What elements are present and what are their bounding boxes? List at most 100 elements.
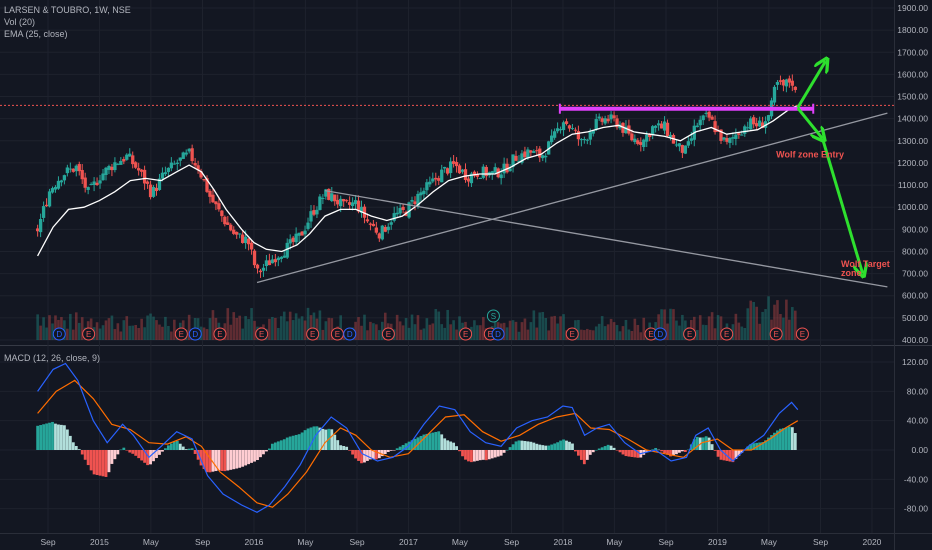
macd-histogram-bar: [60, 424, 63, 450]
macd-histogram-bar: [663, 450, 666, 454]
volume-bar: [66, 328, 69, 340]
volume-bar: [746, 308, 750, 340]
volume-indicator-label[interactable]: Vol (20): [4, 17, 36, 27]
earnings-marker-label: E: [310, 330, 315, 339]
volume-bar: [698, 315, 702, 340]
volume-bar: [381, 321, 384, 340]
time-tick-label: Sep: [349, 537, 364, 547]
candle-body: [98, 180, 102, 184]
candle-body: [190, 148, 194, 162]
time-tick-label: 2020: [862, 537, 881, 547]
macd-histogram-bar: [761, 442, 765, 450]
price-tick-label: 700.00: [902, 269, 928, 279]
candle-body: [68, 168, 72, 170]
candle-body: [395, 212, 399, 215]
candle-body: [740, 134, 744, 136]
macd-legend: MACD (12, 26, close, 9): [4, 352, 100, 364]
volume-bar: [155, 320, 158, 340]
candle-body: [781, 79, 786, 86]
volume-bar: [110, 315, 114, 340]
volume-bar: [98, 328, 102, 340]
time-tick-label: 2017: [399, 537, 418, 547]
time-axis: Sep 2015 May Sep 2016 May Sep 2017 May Sep 2018 May…: [40, 537, 881, 547]
macd-histogram-bar: [324, 429, 328, 450]
macd-histogram-bar: [672, 450, 675, 456]
macd-histogram-bar: [532, 442, 536, 450]
price-tick-label: 1200.00: [897, 158, 928, 168]
candle-body: [573, 129, 578, 131]
volume-bar: [675, 320, 678, 340]
ema-indicator-label[interactable]: EMA (25, close): [4, 29, 68, 39]
candle-body: [728, 137, 732, 143]
candle-body: [131, 155, 135, 165]
projection-arrow: [796, 61, 826, 109]
macd-histogram-bar: [678, 450, 681, 453]
volume-bar: [378, 330, 381, 340]
candle-body: [365, 219, 370, 222]
macd-histogram-bar: [202, 450, 206, 469]
candle-body: [83, 177, 87, 188]
earnings-marker-label: E: [463, 330, 468, 339]
volume-bar: [556, 323, 559, 340]
candle-body: [258, 270, 263, 273]
candle-body: [50, 188, 55, 193]
price-tick-label: 1500.00: [897, 92, 928, 102]
volume-bar: [642, 317, 646, 340]
macd-histogram-bar: [669, 450, 672, 457]
volume-bar: [594, 326, 598, 340]
price-tick-label: 1400.00: [897, 114, 928, 124]
time-tick-label: Sep: [813, 537, 828, 547]
volume-bar: [161, 326, 164, 340]
macd-indicator-label[interactable]: MACD (12, 26, close, 9): [4, 353, 101, 363]
volume-bar: [300, 316, 304, 340]
candle-body: [410, 200, 414, 202]
volume-bar: [250, 308, 253, 340]
candle-body: [389, 222, 393, 225]
candle-body: [478, 177, 483, 179]
volume-bar: [606, 324, 610, 340]
candle-body: [163, 172, 168, 175]
candle-body: [535, 150, 539, 152]
macd-histogram-bar: [86, 450, 90, 466]
macd-histogram-bar: [232, 450, 236, 470]
candle-body: [422, 190, 426, 195]
volume-bar: [541, 311, 545, 340]
candle-body: [407, 202, 411, 218]
symbol-title[interactable]: LARSEN & TOUBRO, 1W, NSE: [4, 5, 131, 15]
macd-histogram-bar: [749, 444, 753, 450]
candle-body: [321, 197, 325, 199]
candle-body: [104, 167, 108, 176]
volume-bar: [627, 329, 631, 340]
macd-histogram-bar: [39, 425, 43, 450]
target-annotation-line2: zone: [841, 268, 862, 278]
macd-histogram-bar: [107, 450, 111, 473]
macd-axis: -80.00 -40.00 0.00 40.00 80.00 120.00: [902, 357, 928, 514]
volume-bar: [508, 320, 512, 340]
volume-bar: [125, 316, 129, 340]
volume-bar: [303, 320, 307, 340]
candle-body: [350, 202, 355, 207]
candle-body: [246, 238, 251, 245]
candle-body: [187, 148, 191, 152]
volume-bar: [74, 312, 78, 340]
candle-body: [695, 125, 699, 128]
candle-body: [297, 232, 301, 236]
volume-bar: [764, 309, 767, 340]
volume-bar: [734, 313, 738, 340]
candle-body: [701, 115, 705, 121]
volume-bar: [279, 316, 283, 340]
volume-bar: [101, 325, 105, 340]
candle-body: [113, 162, 117, 171]
candle-body: [220, 210, 224, 217]
candle-body: [544, 155, 548, 158]
candle-body: [704, 112, 708, 114]
macd-histogram-bar: [464, 450, 467, 460]
rising-trendline: [256, 112, 888, 284]
macd-histogram-bar: [695, 436, 699, 450]
macd-histogram-bar: [187, 448, 191, 450]
candle-body: [603, 118, 607, 124]
candle-body: [520, 153, 524, 163]
volume-bar: [669, 308, 672, 340]
